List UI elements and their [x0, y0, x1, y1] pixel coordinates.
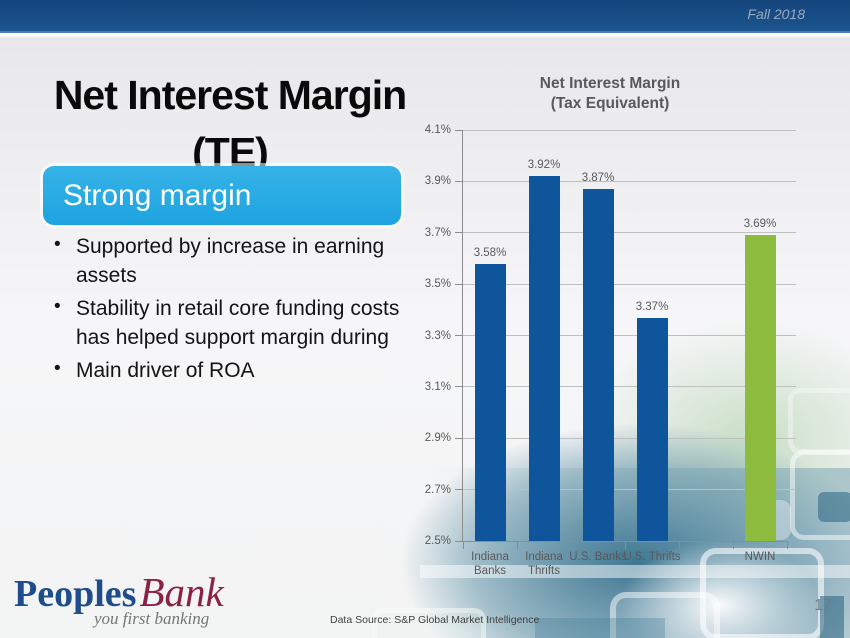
bullet-item: • Stability in retail core funding costs … [53, 294, 431, 353]
chart-gridline [463, 129, 796, 131]
bar-value-label: 3.87% [581, 172, 615, 185]
y-axis-label: 2.5% [424, 535, 451, 547]
y-axis-label: 2.7% [424, 483, 451, 496]
y-axis-tick [455, 283, 463, 285]
header-bar: Fall 2018 [0, 0, 850, 33]
bullet-text: Stability in retail core funding costs h… [76, 296, 400, 350]
plot-area: 2.5% 2.7% 2.9% 3.1% 3.3% 3.5% 3.7% 3.9% 4.1% 3.58… [425, 124, 796, 577]
chart-gridline [463, 335, 796, 336]
bullet-text: Supported by increase in earning assets [76, 235, 385, 288]
y-axis-label: 2.9% [424, 432, 451, 445]
y-axis-label: 3.7% [424, 226, 451, 239]
callout-label: Strong margin [63, 178, 252, 212]
chart-gridline [463, 437, 796, 439]
deco-tile [788, 388, 850, 454]
x-axis-label: Indiana Thrifts [525, 551, 563, 577]
deco-tile [820, 596, 844, 638]
bullet-item: • Supported by increase in earning assets [53, 232, 431, 291]
chart-bar [528, 176, 560, 541]
page-number: 17 [814, 597, 832, 614]
bullet-marker-icon: • [54, 234, 61, 255]
y-axis-label: 4.1% [424, 124, 451, 136]
chart: Net Interest Margin (Tax Equivalent) 2.5… [420, 74, 820, 594]
company-logo: PeoplesBank you first banking [14, 568, 224, 629]
x-axis-tick [462, 541, 464, 549]
y-axis-tick [455, 386, 463, 388]
chart-bar [474, 263, 506, 541]
chart-gridline [463, 180, 796, 182]
y-axis-tick [455, 540, 463, 542]
x-axis-tick [624, 541, 626, 549]
deco-tile [700, 548, 824, 638]
deco-tile [610, 592, 720, 638]
bar-value-label: 3.37% [635, 300, 669, 313]
x-axis-label: NWIN [744, 551, 776, 563]
deco-tile [372, 608, 486, 638]
x-axis-tick [570, 541, 572, 549]
chart-bar [582, 189, 614, 541]
chart-gridline [463, 489, 796, 491]
x-axis-tick [516, 541, 518, 549]
bullet-list: • Supported by increase in earning assets… [53, 232, 431, 388]
page-title: Net Interest Margin (TE) [53, 72, 407, 176]
y-axis-tick [455, 335, 463, 336]
chart-title-line1: Net Interest Margin [539, 75, 681, 92]
y-axis-tick [455, 437, 463, 439]
bullet-marker-icon: • [54, 357, 61, 379]
chart-bar [744, 235, 776, 541]
bullet-marker-icon: • [54, 295, 61, 317]
deco-tile [535, 618, 665, 638]
x-axis-tick [678, 541, 680, 549]
logo-text-bank: Bank [139, 569, 224, 615]
x-axis-tick [732, 541, 734, 549]
chart-gridline [463, 232, 796, 234]
y-axis-tick [455, 180, 463, 182]
chart-gridline [463, 283, 796, 285]
deco-tile [790, 450, 850, 540]
logo-wordmark: PeoplesBank [14, 568, 224, 616]
callout-box: Strong margin [43, 166, 401, 225]
chart-bar [636, 317, 668, 541]
bullet-item: • Main driver of ROA [53, 356, 431, 385]
bar-value-label: 3.58% [473, 246, 507, 259]
y-axis-tick [455, 129, 463, 131]
deco-tile [818, 492, 850, 522]
deco-white-glow [620, 540, 820, 638]
y-axis-label: 3.1% [424, 380, 451, 393]
chart-title-line2: (Tax Equivalent) [550, 95, 670, 112]
chart-gridline [463, 386, 796, 388]
bar-value-label: 3.92% [527, 159, 561, 172]
edition-label: Fall 2018 [747, 6, 805, 22]
y-axis-tick [455, 232, 463, 234]
y-axis-label: 3.5% [424, 278, 451, 291]
data-source-note: Data Source: S&P Global Market Intellige… [330, 614, 540, 626]
x-axis-label: U.S. Banks [569, 551, 627, 563]
x-axis-tick [786, 541, 788, 549]
y-axis-label: 3.3% [424, 329, 451, 342]
x-axis-label: Indiana Banks [471, 551, 509, 577]
logo-text-peoples: Peoples [14, 573, 137, 615]
logo-tagline: you first banking [94, 609, 210, 628]
x-axis-label: U.S. Thrifts [623, 551, 681, 563]
y-axis-label: 3.9% [424, 175, 451, 188]
chart-title: Net Interest Margin (Tax Equivalent) [420, 74, 800, 114]
y-axis-tick [455, 489, 463, 491]
bullet-text: Main driver of ROA [76, 358, 255, 382]
bar-value-label: 3.69% [743, 218, 777, 231]
